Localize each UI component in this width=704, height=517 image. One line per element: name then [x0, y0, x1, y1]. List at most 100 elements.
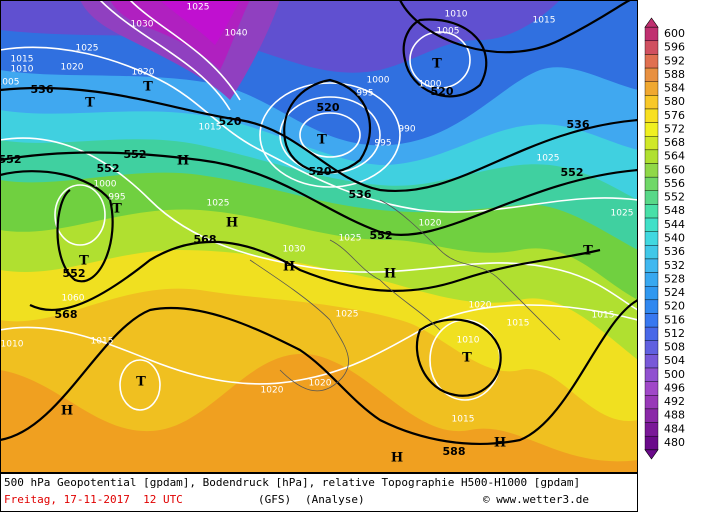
geopotential-label: 536: [31, 83, 54, 96]
scale-label: 564: [664, 150, 685, 163]
pressure-label: 1010: [457, 336, 480, 346]
pressure-label: 1020: [132, 68, 155, 78]
pressure-label: 990: [398, 125, 415, 135]
scale-label: 488: [664, 409, 685, 422]
scale-label: 524: [664, 286, 685, 299]
scale-label: 504: [664, 354, 685, 367]
map-labels: 536 552 552 552 568 552 568 520 520 520 536 552 520 5…: [0, 3, 633, 466]
scale-swatch: [644, 81, 659, 96]
scale-label: 592: [664, 54, 685, 67]
pressure-label: 1025: [207, 199, 230, 209]
caption-model: (GFS): [258, 493, 291, 506]
scale-swatch: [644, 299, 659, 314]
pressure-label: 1020: [469, 301, 492, 311]
scale-swatch: [644, 286, 659, 301]
scale-cap: [644, 449, 659, 460]
scale-swatch: [644, 408, 659, 423]
pressure-center: H: [61, 404, 73, 419]
pressure-label: 1015: [533, 16, 556, 26]
caption-title: 500 hPa Geopotential [gpdam], Bodendruck…: [4, 476, 580, 489]
scale-label: 552: [664, 191, 685, 204]
scale-swatch: [644, 204, 659, 219]
scale-label: 540: [664, 232, 685, 245]
scale-swatch: [644, 340, 659, 355]
geopotential-label: 536: [349, 188, 372, 201]
geopotential-label: 552: [561, 166, 584, 179]
scale-swatch: [644, 435, 659, 451]
pressure-label: 1005: [0, 78, 19, 88]
scale-label: 532: [664, 259, 685, 272]
pressure-label: 1025: [339, 234, 362, 244]
pressure-center: H: [283, 260, 295, 275]
scale-swatch: [644, 217, 659, 232]
scale-swatch: [644, 381, 659, 396]
geopotential-label: 588: [443, 445, 466, 458]
scale-label: 528: [664, 272, 685, 285]
map-frame: [0, 0, 638, 473]
pressure-label: 1025: [336, 310, 359, 320]
scale-label: 580: [664, 95, 685, 108]
coastlines: [249, 199, 561, 392]
scale-swatch: [644, 108, 659, 123]
pressure-label: 1060: [62, 294, 85, 304]
scale-swatch: [644, 367, 659, 382]
pressure-label: 1015: [452, 415, 475, 425]
geopotential-label: 552: [63, 267, 86, 280]
pressure-label: 1020: [419, 219, 442, 229]
pressure-label: 1025: [76, 44, 99, 54]
pressure-center: H: [177, 154, 189, 169]
scale-swatch: [644, 231, 659, 246]
scale-label: 480: [664, 436, 685, 449]
pressure-center: H: [494, 436, 506, 451]
geopotential-label: 568: [55, 308, 78, 321]
scale-label: 520: [664, 300, 685, 313]
scale-label: 536: [664, 245, 685, 258]
geopotential-label: 520: [309, 165, 332, 178]
geopotential-contours: [0, 0, 638, 445]
scale-label: 556: [664, 177, 685, 190]
pressure-label: 1040: [225, 29, 248, 39]
scale-label: 492: [664, 395, 685, 408]
scale-label: 500: [664, 368, 685, 381]
scale-swatch: [644, 176, 659, 191]
scale-label: 516: [664, 313, 685, 326]
pressure-label: 995: [374, 139, 391, 149]
pressure-center: T: [462, 351, 472, 366]
pressure-center: H: [384, 267, 396, 282]
geopotential-label: 552: [97, 162, 120, 175]
geopotential-label: 552: [370, 229, 393, 242]
pressure-label: 1015: [507, 319, 530, 329]
scale-label: 588: [664, 68, 685, 81]
pressure-center: T: [85, 96, 95, 111]
pressure-label: 1025: [611, 209, 634, 219]
pressure-label: 1025: [187, 3, 210, 13]
scale-swatch: [644, 395, 659, 410]
pressure-label: 1015: [91, 337, 114, 347]
scale-swatch: [644, 245, 659, 260]
caption-box: [0, 473, 638, 512]
pressure-label: 1010: [445, 10, 468, 20]
scale-label: 572: [664, 122, 685, 135]
map: 536 552 552 552 568 552 568 520 520 520 536 552 520 5…: [0, 0, 638, 473]
pressure-center: T: [136, 375, 146, 390]
color-scale: 6005965925885845805765725685645605565525…: [644, 17, 685, 460]
pressure-center: T: [317, 133, 327, 148]
scale-label: 544: [664, 218, 685, 231]
scale-label: 508: [664, 341, 685, 354]
pressure-label: 1015: [11, 55, 34, 65]
pressure-label: 995: [356, 89, 373, 99]
pressure-center: T: [432, 57, 442, 72]
pressure-center: H: [391, 451, 403, 466]
caption-run: (Analyse): [305, 493, 365, 506]
scale-label: 484: [664, 422, 685, 435]
scale-swatch: [644, 40, 659, 55]
scale-cap: [644, 17, 659, 28]
scale-swatch: [644, 163, 659, 178]
scale-label: 576: [664, 109, 685, 122]
scale-label: 568: [664, 136, 685, 149]
pressure-center: T: [583, 244, 593, 259]
scale-swatch: [644, 313, 659, 328]
geopotential-label: 520: [317, 101, 340, 114]
scale-label: 584: [664, 82, 685, 95]
